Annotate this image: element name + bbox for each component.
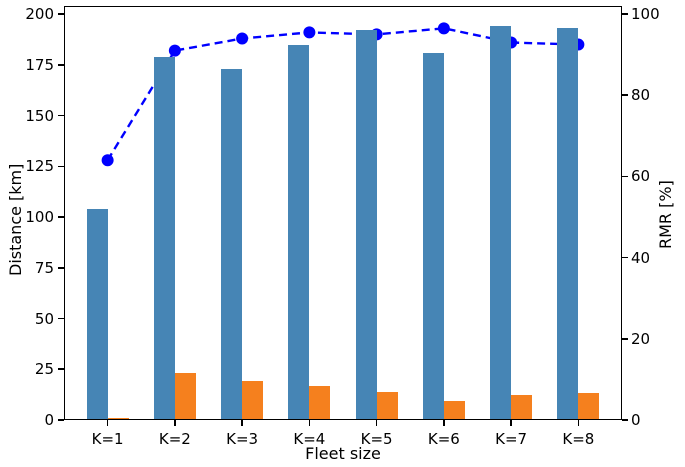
y-axis-right-tick-label: 40 xyxy=(631,248,651,267)
x-axis-tick-mark xyxy=(443,420,445,426)
rmr-marker xyxy=(437,22,450,35)
x-axis-tick-label: K=6 xyxy=(427,430,460,448)
y-axis-right-tick-mark xyxy=(622,13,628,15)
y-axis-right-tick-label: 100 xyxy=(631,5,660,24)
x-axis-tick-label: K=5 xyxy=(360,430,393,448)
y-axis-left-tick-mark xyxy=(58,419,64,421)
y-axis-right-tick-label: 60 xyxy=(631,167,651,186)
y-axis-right-tick-label: 80 xyxy=(631,86,651,105)
x-axis-tick-mark xyxy=(308,420,311,426)
y-axis-left-tick-mark xyxy=(58,317,64,320)
x-axis-tick-label: K=1 xyxy=(91,430,124,448)
x-axis-tick-label: K=2 xyxy=(158,430,191,448)
y-axis-left-tick-label: 50 xyxy=(34,309,54,328)
y-axis-right-tick-mark xyxy=(622,256,628,259)
y-axis-right-tick-mark xyxy=(622,94,628,97)
orange-bar xyxy=(511,394,533,420)
rmr-marker xyxy=(303,26,316,39)
distance-bar xyxy=(86,208,108,420)
x-axis-tick-label: K=4 xyxy=(293,430,326,448)
x-axis-tick-mark xyxy=(510,420,512,426)
distance-bar xyxy=(355,30,377,420)
y-axis-left-tick-label: 0 xyxy=(44,411,54,429)
y-axis-left-tick-label: 150 xyxy=(25,106,54,125)
y-axis-right-tick-label: 0 xyxy=(631,411,641,429)
y-axis-left-tick-label: 200 xyxy=(25,5,54,24)
x-axis-tick-mark xyxy=(241,420,243,426)
orange-bar xyxy=(242,381,264,420)
y-axis-left-tick-mark xyxy=(58,13,64,15)
rmr-marker xyxy=(168,44,181,57)
y-axis-left-tick-label: 25 xyxy=(34,360,54,379)
y-axis-left-tick-mark xyxy=(58,165,64,168)
distance-bar xyxy=(422,52,444,420)
x-axis-tick-label: K=8 xyxy=(562,430,595,448)
y-axis-right-tick-label: 20 xyxy=(631,329,651,348)
x-axis-tick-label: K=7 xyxy=(495,430,528,448)
distance-bar xyxy=(557,28,579,420)
x-axis-title: Fleet size xyxy=(305,444,381,463)
rmr-marker xyxy=(236,32,249,45)
y-axis-right-tick-mark xyxy=(622,338,628,340)
distance-bar xyxy=(153,56,175,420)
distance-bar xyxy=(221,68,243,420)
orange-bar xyxy=(443,400,465,420)
rmr-line-layer xyxy=(101,22,585,167)
y-axis-left-tick-mark xyxy=(58,368,64,371)
x-axis-tick-mark xyxy=(577,420,580,426)
orange-bar xyxy=(376,391,398,420)
orange-bar xyxy=(578,392,600,420)
y-axis-right-tick-mark xyxy=(622,175,628,178)
y-axis-left-tick-label: 125 xyxy=(25,157,54,176)
y-axis-right-tick-mark xyxy=(622,419,628,421)
y-axis-left-tick-mark xyxy=(58,266,64,269)
x-axis-tick-mark xyxy=(375,420,378,426)
x-axis-tick-label: K=3 xyxy=(226,430,259,448)
x-axis-tick-mark xyxy=(106,420,109,426)
y-axis-left-tick-label: 175 xyxy=(25,55,54,74)
y-axis-left-tick-mark xyxy=(58,216,64,218)
x-axis-tick-mark xyxy=(174,420,176,426)
orange-bar xyxy=(309,385,331,420)
y-axis-left-tick-label: 100 xyxy=(25,208,54,227)
y-axis-left-tick-mark xyxy=(58,114,64,117)
y-axis-left-tick-label: 75 xyxy=(34,258,54,277)
distance-bar xyxy=(288,44,310,420)
orange-bar xyxy=(107,417,129,420)
distance-bar xyxy=(490,26,512,420)
orange-bar xyxy=(174,373,196,420)
rmr-marker xyxy=(101,154,114,167)
y-axis-left-tick-mark xyxy=(58,64,64,66)
